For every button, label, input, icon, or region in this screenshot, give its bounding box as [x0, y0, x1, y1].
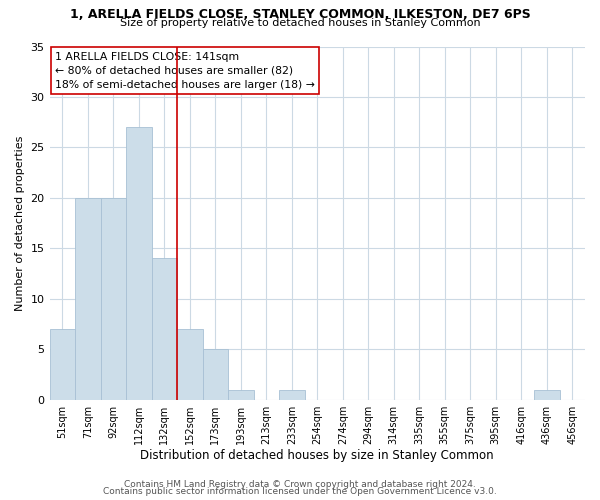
Bar: [101, 198, 126, 400]
Bar: [50, 329, 75, 400]
Text: Contains public sector information licensed under the Open Government Licence v3: Contains public sector information licen…: [103, 487, 497, 496]
Bar: [534, 390, 560, 400]
Bar: [177, 329, 203, 400]
Y-axis label: Number of detached properties: Number of detached properties: [15, 136, 25, 311]
Bar: [152, 258, 177, 400]
X-axis label: Distribution of detached houses by size in Stanley Common: Distribution of detached houses by size …: [140, 450, 494, 462]
Text: 1, ARELLA FIELDS CLOSE, STANLEY COMMON, ILKESTON, DE7 6PS: 1, ARELLA FIELDS CLOSE, STANLEY COMMON, …: [70, 8, 530, 20]
Bar: [126, 127, 152, 400]
Text: 1 ARELLA FIELDS CLOSE: 141sqm
← 80% of detached houses are smaller (82)
18% of s: 1 ARELLA FIELDS CLOSE: 141sqm ← 80% of d…: [55, 52, 315, 90]
Bar: [228, 390, 254, 400]
Text: Size of property relative to detached houses in Stanley Common: Size of property relative to detached ho…: [119, 18, 481, 28]
Bar: [203, 349, 228, 400]
Text: Contains HM Land Registry data © Crown copyright and database right 2024.: Contains HM Land Registry data © Crown c…: [124, 480, 476, 489]
Bar: [279, 390, 305, 400]
Bar: [75, 198, 101, 400]
